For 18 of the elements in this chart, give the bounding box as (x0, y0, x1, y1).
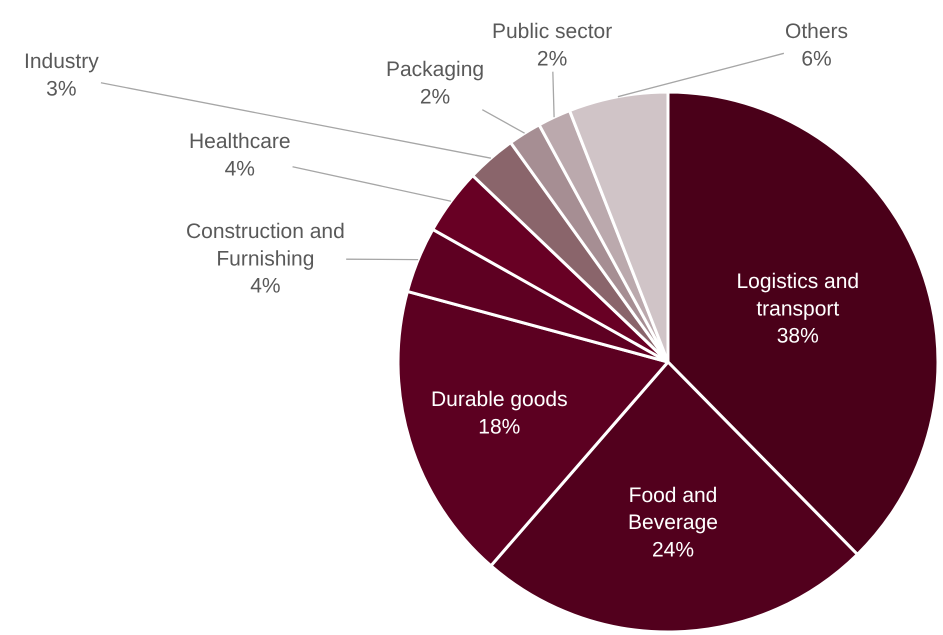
slice-label: Healthcare (189, 130, 291, 153)
slice-label: Others (785, 20, 848, 43)
slice-label: Durable goods (431, 388, 568, 412)
data-label: 2% (420, 85, 450, 108)
data-label: 38% (776, 324, 819, 348)
slice-label: Packaging (386, 58, 484, 81)
data-label: 4% (250, 274, 281, 298)
slice-label: Food and Beverage (628, 484, 718, 534)
data-label: 3% (46, 77, 77, 100)
data-label: 18% (478, 416, 520, 439)
slice-label: Construction and Furnishing (186, 220, 345, 270)
data-label: 4% (224, 157, 255, 180)
data-label: 24% (652, 538, 694, 562)
slice-label: Logistics and transport (736, 270, 860, 320)
data-label: 6% (801, 47, 832, 70)
slice-label: Public sector (492, 20, 612, 43)
data-label: 2% (536, 47, 568, 70)
slice-label: Industry (24, 50, 100, 73)
